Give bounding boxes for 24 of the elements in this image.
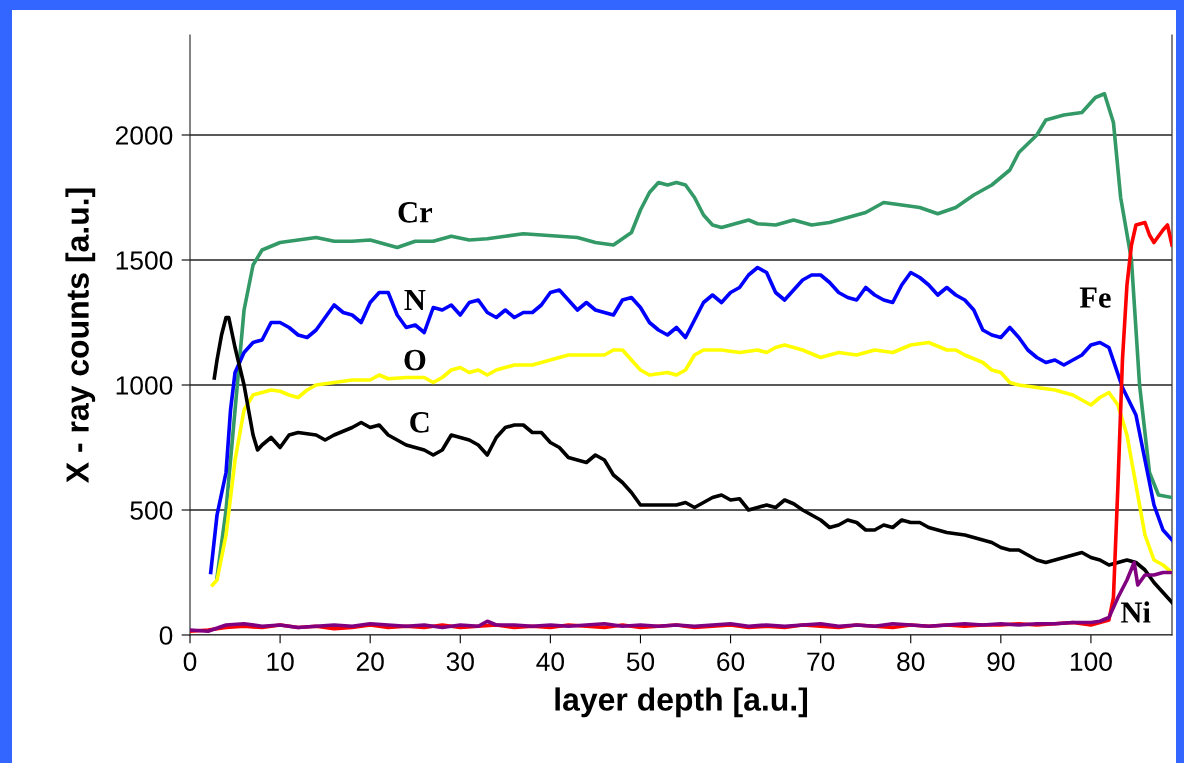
y-tick-label: 0 xyxy=(159,626,173,645)
series-label: Fe xyxy=(1079,287,1111,308)
series-label: N xyxy=(404,289,426,310)
x-tick-label: 10 xyxy=(267,652,294,672)
series-label: C xyxy=(410,412,429,433)
y-tick-label: 2000 xyxy=(115,126,173,145)
y-tick-label: 1000 xyxy=(116,376,173,395)
x-tick-label: 20 xyxy=(356,652,384,672)
x-tick-label: 30 xyxy=(446,652,474,672)
x-tick-label: 70 xyxy=(807,652,835,672)
series-label: Cr xyxy=(398,202,433,223)
series-label: O xyxy=(404,349,426,371)
x-tick-label: 80 xyxy=(897,652,925,672)
x-tick-label: 40 xyxy=(536,652,565,672)
series-label: Ni xyxy=(1120,601,1151,623)
y-tick-label: 500 xyxy=(130,501,173,520)
x-tick-label: 0 xyxy=(183,652,197,672)
y-axis-title: X - ray counts [a.u.] xyxy=(65,188,96,483)
y-tick-label: 1500 xyxy=(116,251,173,270)
x-tick-label: 90 xyxy=(987,652,1015,672)
x-tick-label: 50 xyxy=(626,652,655,672)
x-tick-label: 100 xyxy=(1070,652,1112,672)
x-axis-title: layer depth [a.u.] xyxy=(555,687,808,718)
x-tick-label: 60 xyxy=(717,652,745,672)
